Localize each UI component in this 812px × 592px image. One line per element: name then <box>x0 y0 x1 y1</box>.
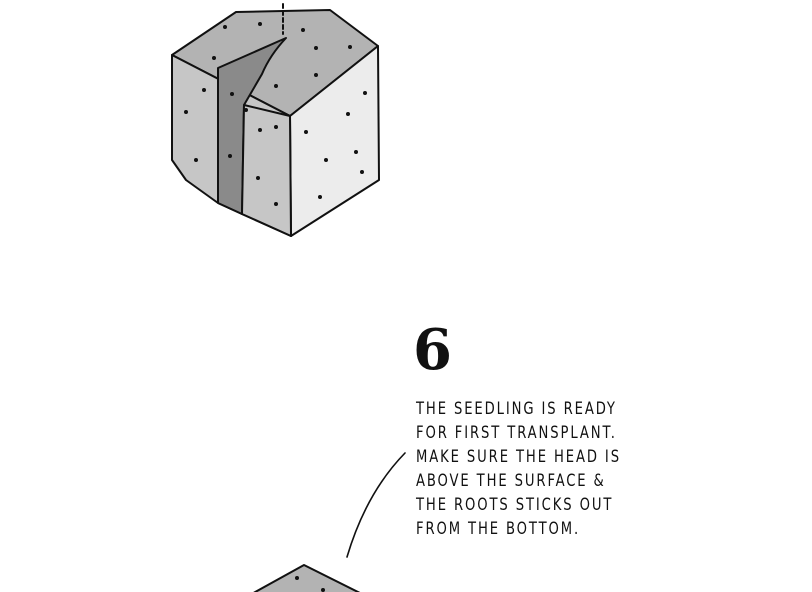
callout-pointer-line <box>346 452 406 558</box>
seedling-cube-texture-dots <box>295 576 325 592</box>
seedling-cube-top-face <box>253 564 361 592</box>
seedling-cube-partial <box>253 564 361 592</box>
instruction-line: THE ROOTS STICKS OUT <box>416 494 614 515</box>
instruction-line: FROM THE BOTTOM. <box>416 518 581 539</box>
step-instructions: THE SEEDLING IS READY FOR FIRST TRANSPLA… <box>416 398 716 541</box>
slit-front-edge <box>241 104 292 237</box>
instruction-line: ABOVE THE SURFACE & <box>416 470 606 491</box>
step-number: 6 <box>413 317 452 383</box>
instruction-line: THE SEEDLING IS READY <box>416 399 617 419</box>
instruction-line: FOR FIRST TRANSPLANT. <box>416 422 617 443</box>
instruction-line: MAKE SURE THE HEAD IS <box>416 446 621 467</box>
rockwool-texture-dots <box>184 22 367 206</box>
rockwool-cube-with-slit <box>171 3 380 237</box>
